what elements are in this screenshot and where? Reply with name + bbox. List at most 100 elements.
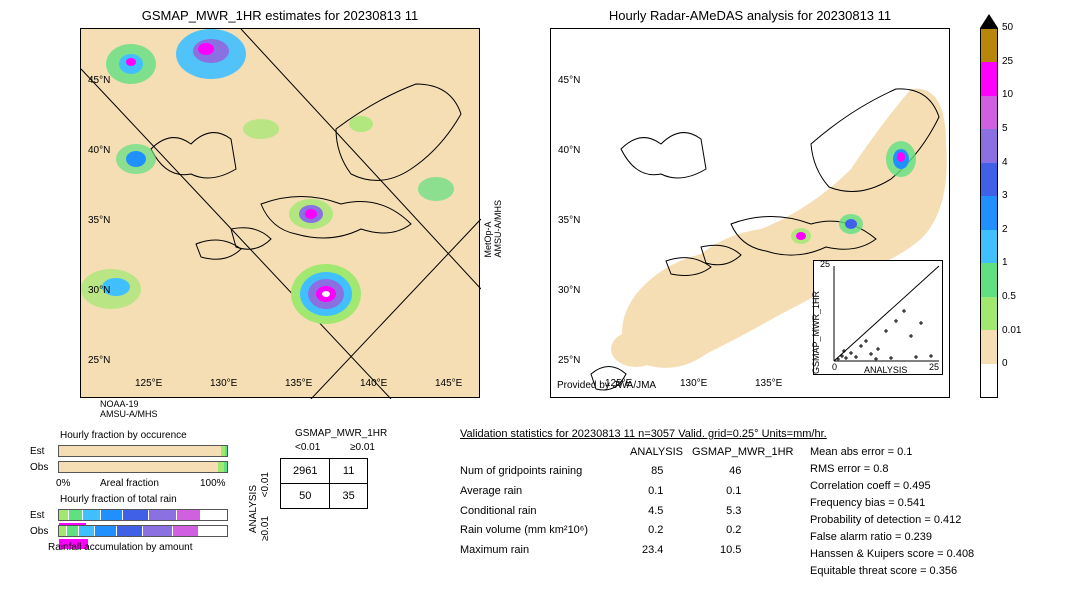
colorbar-tick: 0.5: [1002, 291, 1016, 302]
validation-gsmap-col: 460.15.30.210.5: [720, 462, 741, 561]
val-score-line: RMS error = 0.8: [810, 461, 974, 478]
val-row-gsmap: 0.2: [720, 521, 741, 541]
left-map-panel: [80, 28, 480, 398]
colorbar-tick: 10: [1002, 89, 1013, 100]
ct-cell-10: 50: [281, 484, 330, 509]
table-row: 50 35: [281, 484, 368, 509]
val-row-analysis: 4.5: [642, 502, 663, 522]
left-map-right-label: MetOp-A AMSU-A/MHS: [484, 200, 504, 258]
hourly-total-title: Hourly fraction of total rain: [60, 494, 177, 505]
ct-col-ge: ≥0.01: [350, 442, 375, 453]
validation-header: Validation statistics for 20230813 11 n=…: [460, 428, 1040, 440]
scatter-inset: ANALYSIS GSMAP_MWR_1HR 0 25 25: [813, 260, 943, 375]
val-row-gsmap: 5.3: [720, 502, 741, 522]
left-ytick-40: 40°N: [88, 145, 110, 156]
colorbar-tick: 1: [1002, 257, 1008, 268]
val-score-line: Correlation coeff = 0.495: [810, 478, 974, 495]
scatter-plot: [814, 261, 944, 376]
val-row-gsmap: 46: [720, 462, 741, 482]
right-xtick-125: 125°E: [605, 378, 632, 389]
left-map-content: [81, 29, 481, 399]
ct-col-lt: <0.01: [295, 442, 320, 453]
val-score-line: False alarm ratio = 0.239: [810, 529, 974, 546]
val-row-label: Rain volume (mm km²10⁶): [460, 521, 588, 541]
left-map-title: GSMAP_MWR_1HR estimates for 20230813 11: [80, 8, 480, 23]
left-xtick-130: 130°E: [210, 378, 237, 389]
right-map-panel: Provided by JWA/JMA ANALYSIS GSMAP_MWR_1…: [550, 28, 950, 398]
val-row-gsmap: 0.1: [720, 482, 741, 502]
occ-axis-right: 100%: [200, 478, 226, 489]
colorbar-tick: 0.01: [1002, 325, 1021, 336]
val-row-analysis: 23.4: [642, 541, 663, 561]
total-obs-bar: [58, 525, 228, 537]
occ-est-label: Est: [30, 446, 58, 457]
colorbar-tick: 0: [1002, 358, 1008, 369]
total-obs-row: Obs: [30, 524, 228, 538]
validation-labels: Num of gridpoints rainingAverage rainCon…: [460, 462, 588, 561]
occ-obs-row: Obs: [30, 460, 228, 474]
table-row: 2961 11: [281, 459, 368, 484]
val-colhdr-analysis: ANALYSIS: [630, 446, 683, 458]
ct-cell-01: 11: [330, 459, 367, 484]
colorbar-tick: 3: [1002, 190, 1008, 201]
left-xtick-140: 140°E: [360, 378, 387, 389]
val-score-line: Probability of detection = 0.412: [810, 512, 974, 529]
colorbar-tick: 4: [1002, 157, 1008, 168]
left-ytick-25: 25°N: [88, 355, 110, 366]
ct-col-header: GSMAP_MWR_1HR: [295, 428, 387, 439]
ct-cell-00: 2961: [281, 459, 330, 484]
colorbar-tick: 5: [1002, 123, 1008, 134]
colorbar: 502510543210.50.010: [980, 28, 998, 398]
total-obs-label: Obs: [30, 526, 58, 537]
ct-row-header: ANALYSIS: [248, 485, 259, 533]
validation-scores: Mean abs error = 0.1RMS error = 0.8Corre…: [810, 444, 974, 580]
val-row-analysis: 0.2: [642, 521, 663, 541]
right-map-title: Hourly Radar-AMeDAS analysis for 2023081…: [550, 8, 950, 23]
val-score-line: Equitable threat score = 0.356: [810, 563, 974, 580]
left-ytick-30: 30°N: [88, 285, 110, 296]
left-map-bottom-label: NOAA-19 AMSU-A/MHS: [100, 400, 158, 420]
left-xtick-125: 125°E: [135, 378, 162, 389]
inset-xtick-0: 0: [832, 362, 837, 372]
contingency-table: 2961 11 50 35: [280, 458, 368, 509]
val-row-label: Num of gridpoints raining: [460, 462, 588, 482]
right-ytick-35: 35°N: [558, 215, 580, 226]
right-ytick-40: 40°N: [558, 145, 580, 156]
occ-obs-label: Obs: [30, 462, 58, 473]
accum-title: Rainfall accumulation by amount: [48, 542, 193, 553]
total-est-label: Est: [30, 510, 58, 521]
colorbar-tick: 2: [1002, 224, 1008, 235]
inset-xtick-25: 25: [929, 362, 939, 372]
val-colhdr-gsmap: GSMAP_MWR_1HR: [692, 446, 793, 458]
left-xtick-135: 135°E: [285, 378, 312, 389]
colorbar-tick: 25: [1002, 56, 1013, 67]
val-score-line: Mean abs error = 0.1: [810, 444, 974, 461]
val-row-label: Maximum rain: [460, 541, 588, 561]
ct-row-lt: <0.01: [260, 472, 271, 497]
occ-obs-bar: [58, 461, 228, 473]
val-row-label: Average rain: [460, 482, 588, 502]
total-est-bar: [58, 509, 228, 521]
val-row-analysis: 0.1: [642, 482, 663, 502]
val-score-line: Hanssen & Kuipers score = 0.408: [810, 546, 974, 563]
right-ytick-25: 25°N: [558, 355, 580, 366]
right-xtick-130: 130°E: [680, 378, 707, 389]
left-xtick-145: 145°E: [435, 378, 462, 389]
total-est-row: Est: [30, 508, 228, 522]
left-ytick-35: 35°N: [88, 215, 110, 226]
ct-cell-11: 35: [330, 484, 367, 509]
val-row-gsmap: 10.5: [720, 541, 741, 561]
occ-axis-mid: Areal fraction: [100, 478, 159, 489]
validation-analysis-col: 850.14.50.223.4: [642, 462, 663, 561]
inset-ylabel: GSMAP_MWR_1HR: [811, 291, 821, 374]
occ-est-bar: [58, 445, 228, 457]
colorbar-tick: 50: [1002, 22, 1013, 33]
hourly-occ-title: Hourly fraction by occurence: [60, 430, 187, 441]
val-row-label: Conditional rain: [460, 502, 588, 522]
right-ytick-45: 45°N: [558, 75, 580, 86]
left-ytick-45: 45°N: [88, 75, 110, 86]
inset-ytick-25: 25: [820, 259, 830, 269]
right-ytick-30: 30°N: [558, 285, 580, 296]
val-score-line: Frequency bias = 0.541: [810, 495, 974, 512]
occ-axis-left: 0%: [56, 478, 70, 489]
